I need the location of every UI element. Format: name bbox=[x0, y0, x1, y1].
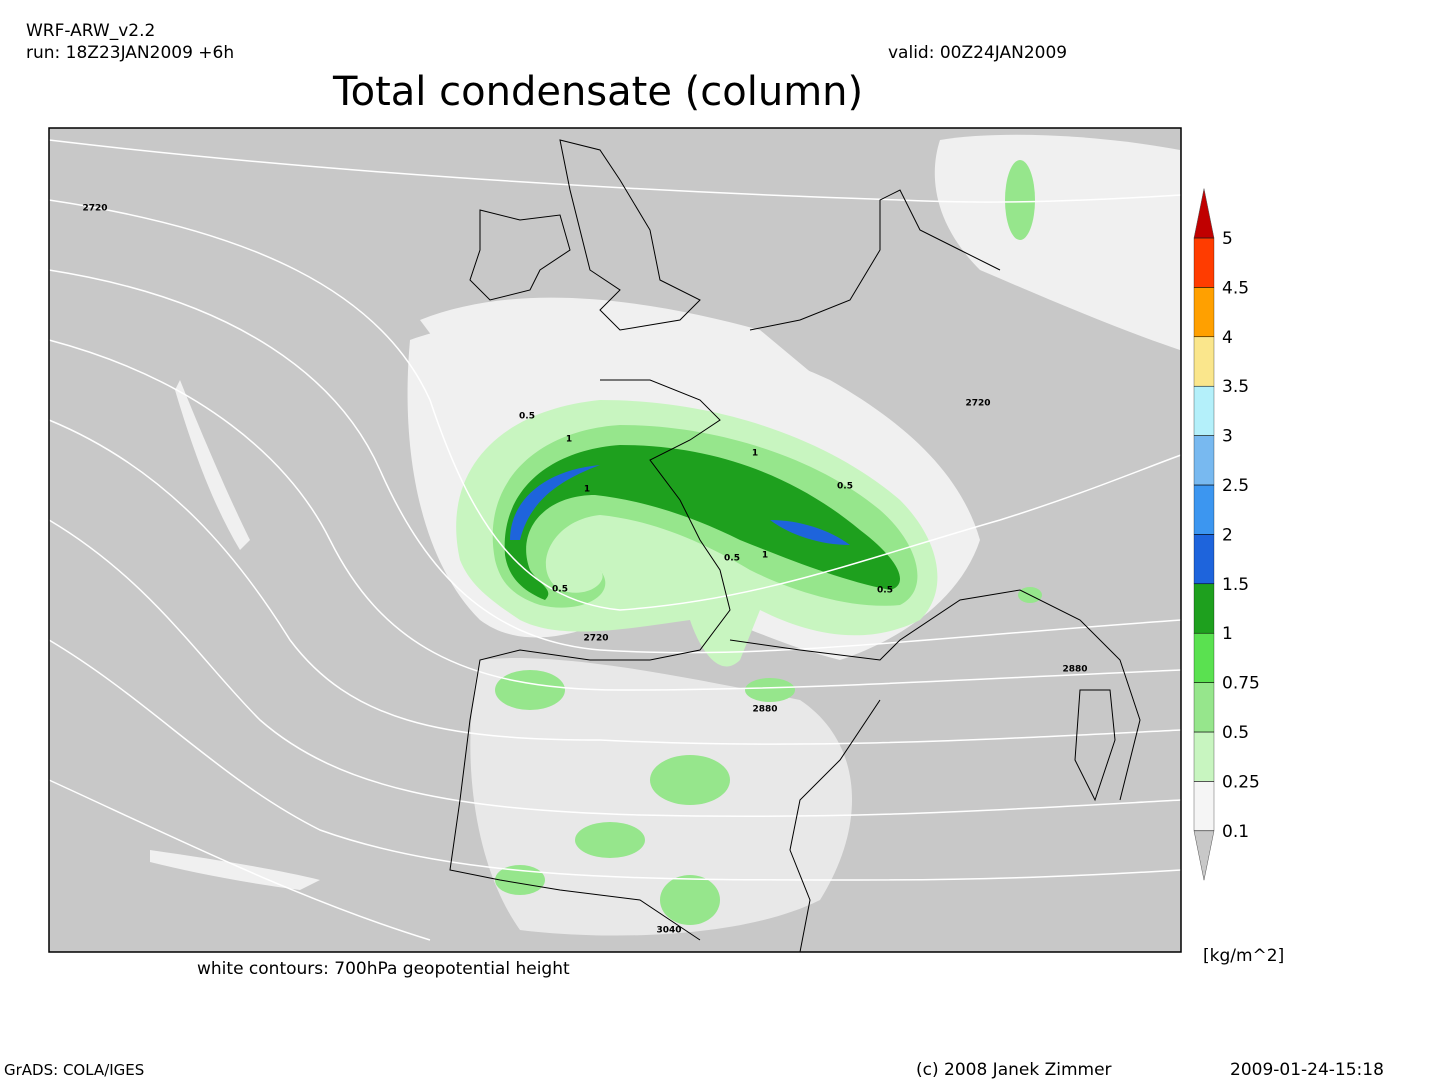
colorbar-unit: [kg/m^2] bbox=[1203, 946, 1284, 966]
contour-label: 0.5 bbox=[519, 412, 535, 422]
map-frame bbox=[48, 127, 1182, 953]
contour-label: 1 bbox=[752, 449, 758, 459]
colorbar-tick-label: 2 bbox=[1222, 525, 1233, 545]
colorbar-tick-label: 1 bbox=[1222, 624, 1233, 644]
author-credit: (c) 2008 Janek Zimmer bbox=[916, 1060, 1112, 1080]
colorbar-low-triangle bbox=[1193, 830, 1215, 881]
colorbar-box bbox=[1193, 484, 1215, 535]
colorbar-tick-label: 4 bbox=[1222, 328, 1233, 348]
contour-label: 2720 bbox=[965, 399, 990, 409]
run-label: run: 18Z23JAN2009 +6h bbox=[26, 43, 234, 63]
contour-label: 1 bbox=[584, 485, 590, 495]
colorbar-box bbox=[1193, 237, 1215, 288]
colorbar-tick-label: 4.5 bbox=[1222, 278, 1249, 298]
contour-label: 0.5 bbox=[552, 585, 568, 595]
colorbar-box bbox=[1193, 534, 1215, 584]
colorbar-box bbox=[1193, 682, 1215, 733]
colorbar-box bbox=[1193, 781, 1215, 831]
contour-labels: 2720 2720 2720 2880 2880 3040 0.5 1 1 1 0.5 0.5 1 0.5… bbox=[82, 204, 1087, 936]
contour-label: 2720 bbox=[82, 204, 107, 214]
colorbar-tick-label: 3 bbox=[1222, 427, 1233, 447]
colorbar-box bbox=[1193, 336, 1215, 387]
colorbar-box bbox=[1193, 583, 1215, 634]
software-credit: GrADS: COLA/IGES bbox=[4, 1061, 144, 1079]
contour-label: 2880 bbox=[752, 705, 777, 715]
valid-label: valid: 00Z24JAN2009 bbox=[888, 43, 1067, 63]
contour-label: 0.5 bbox=[877, 586, 893, 596]
colorbar-tick-label: 0.5 bbox=[1222, 723, 1249, 743]
convective-cells bbox=[495, 160, 1042, 925]
colorbar-box bbox=[1193, 287, 1215, 337]
colorbar-box bbox=[1193, 386, 1215, 436]
contour-label: 1 bbox=[566, 435, 572, 445]
map bbox=[48, 127, 1182, 953]
colorbar-tick-label: 0.25 bbox=[1222, 772, 1260, 792]
colorbar-box bbox=[1193, 435, 1215, 486]
colorbar-tick-label: 1.5 bbox=[1222, 575, 1249, 595]
colorbar-box bbox=[1193, 731, 1215, 782]
colorbar-tick-label: 0.75 bbox=[1222, 674, 1260, 694]
contour-label: 2880 bbox=[1062, 665, 1087, 675]
colorbar-box bbox=[1193, 633, 1215, 683]
colorbar-high-triangle bbox=[1193, 188, 1215, 239]
height-contours bbox=[48, 139, 1182, 941]
contour-label: 0.5 bbox=[724, 554, 740, 564]
caption: white contours: 700hPa geopotential heig… bbox=[197, 959, 570, 979]
contour-label: 0.5 bbox=[837, 482, 853, 492]
timestamp: 2009-01-24-15:18 bbox=[1230, 1060, 1384, 1080]
contour-label: 2720 bbox=[583, 634, 608, 644]
colorbar-tick-label: 2.5 bbox=[1222, 476, 1249, 496]
colorbar-tick-label: 0.1 bbox=[1222, 822, 1249, 842]
model-label: WRF-ARW_v2.2 bbox=[26, 21, 155, 41]
colorbar: 0.1 0.25 0.5 0.75 1 1.5 2 2.5 3 3.5 4 4.5 5 bbox=[1193, 188, 1260, 881]
contour-label: 1 bbox=[762, 551, 768, 561]
contour-label: 3040 bbox=[656, 926, 681, 936]
title: Total condensate (column) bbox=[332, 69, 863, 115]
colorbar-tick-label: 3.5 bbox=[1222, 377, 1249, 397]
colorbar-tick-label: 5 bbox=[1222, 229, 1233, 249]
coastlines bbox=[449, 139, 1141, 953]
